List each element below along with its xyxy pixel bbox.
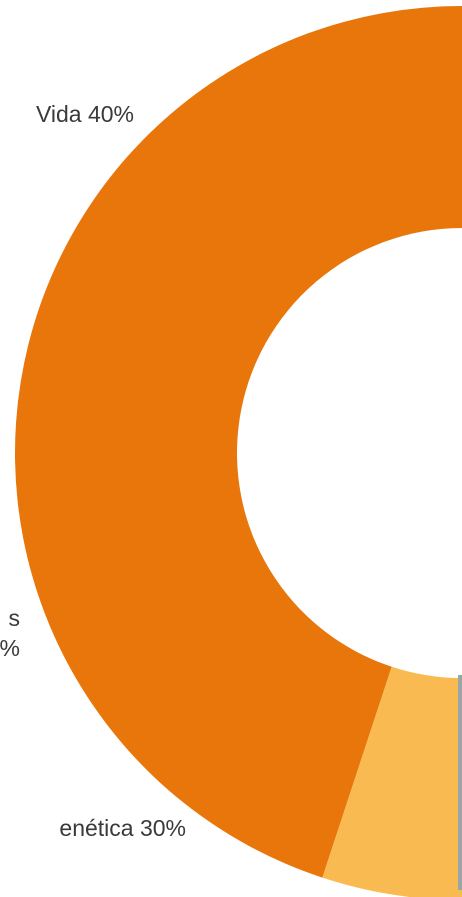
donut-slice-1 xyxy=(322,666,462,897)
edge-divider xyxy=(458,675,462,890)
slice-label: Vida 40% xyxy=(36,101,134,127)
slice-label: s xyxy=(9,605,21,631)
slice-label: % xyxy=(0,635,20,661)
donut-slice-vida xyxy=(15,6,462,878)
slice-label: enética 30% xyxy=(59,815,186,841)
